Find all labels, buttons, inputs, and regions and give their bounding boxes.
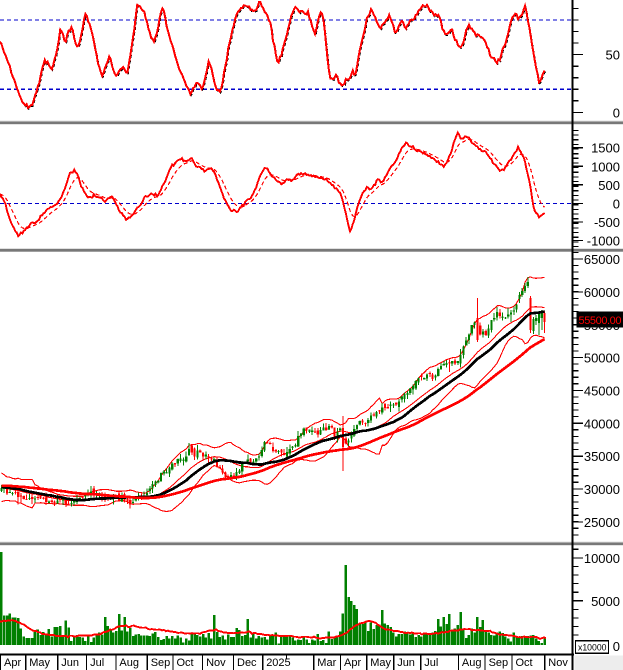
svg-text:2025: 2025 — [266, 657, 290, 669]
svg-text:Aug: Aug — [462, 657, 482, 669]
svg-text:Apr: Apr — [344, 657, 361, 669]
svg-text:-1000: -1000 — [587, 234, 620, 249]
svg-text:60000: 60000 — [584, 285, 620, 300]
svg-text:Jun: Jun — [61, 657, 79, 669]
svg-text:May: May — [29, 657, 50, 669]
svg-text:x10000: x10000 — [578, 642, 607, 653]
svg-text:50000: 50000 — [584, 351, 620, 366]
svg-text:Sep: Sep — [151, 657, 171, 669]
svg-text:35000: 35000 — [584, 449, 620, 464]
svg-text:Jul: Jul — [424, 657, 438, 669]
svg-text:-500: -500 — [594, 215, 620, 230]
svg-text:Aug: Aug — [119, 657, 139, 669]
svg-text:25000: 25000 — [584, 515, 620, 530]
svg-text:Nov: Nov — [206, 657, 226, 669]
svg-text:0: 0 — [613, 105, 620, 120]
svg-text:Dec: Dec — [237, 657, 257, 669]
svg-text:May: May — [370, 657, 391, 669]
svg-text:1000: 1000 — [591, 159, 620, 174]
svg-text:1500: 1500 — [591, 141, 620, 156]
svg-text:50: 50 — [606, 48, 620, 63]
svg-text:65000: 65000 — [584, 252, 620, 267]
svg-text:40000: 40000 — [584, 416, 620, 431]
svg-text:Oct: Oct — [516, 657, 533, 669]
svg-text:45000: 45000 — [584, 384, 620, 399]
svg-text:30000: 30000 — [584, 482, 620, 497]
svg-text:Apr: Apr — [4, 657, 21, 669]
svg-text:Mar: Mar — [317, 657, 336, 669]
svg-text:Sep: Sep — [489, 657, 509, 669]
svg-text:Jul: Jul — [90, 657, 104, 669]
svg-text:5000: 5000 — [591, 594, 620, 609]
svg-text:500: 500 — [598, 178, 620, 193]
svg-text:Oct: Oct — [177, 657, 194, 669]
svg-text:0: 0 — [613, 639, 620, 654]
svg-text:0: 0 — [613, 196, 620, 211]
svg-text:Nov: Nov — [548, 657, 568, 669]
svg-text:Jun: Jun — [397, 657, 415, 669]
svg-text:55500.00: 55500.00 — [579, 315, 622, 327]
svg-text:10000: 10000 — [584, 551, 620, 566]
